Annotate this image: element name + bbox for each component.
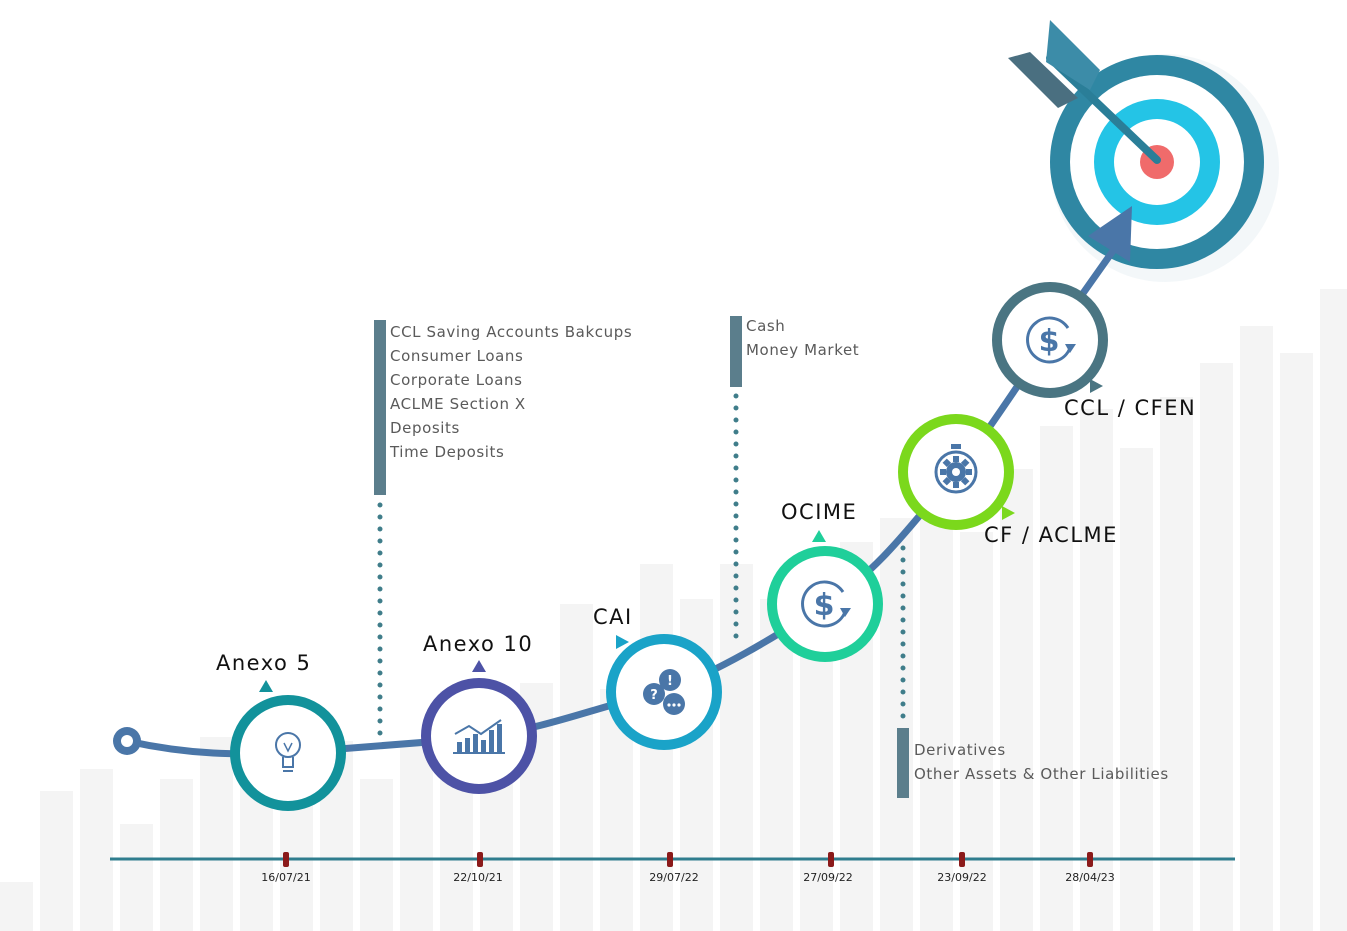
background-bar xyxy=(120,824,153,931)
note-item: Deposits xyxy=(390,419,460,437)
milestone-nodes: !? $ $ xyxy=(230,282,1108,811)
dollar-cycle-icon: $ xyxy=(801,580,851,628)
background-bar xyxy=(80,769,113,931)
milestone-ring xyxy=(992,282,1108,398)
background-bar xyxy=(400,741,433,931)
milestone-ring xyxy=(230,695,346,811)
date-label: 28/04/23 xyxy=(1065,871,1115,884)
lightbulb-icon xyxy=(275,732,301,772)
svg-text:?: ? xyxy=(650,688,658,703)
note-item: ACLME Section X xyxy=(390,395,526,413)
date-label: 29/07/22 xyxy=(649,871,699,884)
label-pointer xyxy=(1002,506,1015,520)
dotted-connectors xyxy=(377,393,906,745)
axis-tick xyxy=(667,852,673,867)
background-bar xyxy=(960,532,993,931)
svg-text:$: $ xyxy=(814,588,835,623)
background-bar xyxy=(1200,363,1233,931)
date-label: 23/09/22 xyxy=(937,871,987,884)
axis-tick xyxy=(283,852,289,867)
path-arrowhead xyxy=(1088,206,1132,262)
note-item: Other Assets & Other Liabilities xyxy=(914,765,1169,783)
background-bar xyxy=(1240,326,1273,931)
milestone-label-ocime: OCIME xyxy=(781,500,858,524)
background-bar xyxy=(1320,289,1347,931)
background-bar xyxy=(200,737,233,931)
note-item: Cash xyxy=(746,317,786,335)
label-pointer xyxy=(1090,379,1103,393)
milestone-label-cai: CAI xyxy=(593,605,633,629)
chat-bubbles-icon: !? xyxy=(643,669,685,715)
bar-chart-icon xyxy=(453,719,505,754)
note-item: CCL Saving Accounts Bakcups xyxy=(390,323,633,341)
date-label: 16/07/21 xyxy=(261,871,311,884)
background-bar xyxy=(1080,409,1113,931)
note-item: Time Deposits xyxy=(390,443,505,461)
note-item: Money Market xyxy=(746,341,860,359)
background-bar xyxy=(760,599,793,931)
label-pointer xyxy=(259,680,273,692)
svg-text:$: $ xyxy=(1039,324,1060,359)
background-bar xyxy=(360,779,393,931)
dollar-cycle-icon: $ xyxy=(1026,316,1076,364)
background-bar xyxy=(920,478,953,931)
svg-text:!: ! xyxy=(667,674,673,689)
label-pointer xyxy=(472,660,486,672)
date-label: 27/09/22 xyxy=(803,871,853,884)
milestone-label-anexo-5: Anexo 5 xyxy=(216,651,312,675)
start-node xyxy=(113,727,141,755)
axis-tick xyxy=(477,852,483,867)
background-bar xyxy=(1280,353,1313,931)
note-item: Consumer Loans xyxy=(390,347,524,365)
milestone-node xyxy=(992,282,1108,398)
milestone-label-cf-aclme: CF / ACLME xyxy=(984,523,1118,547)
milestone-node xyxy=(230,695,346,811)
note-group-derivatives: Derivatives Other Assets & Other Liabili… xyxy=(914,738,1169,786)
note-item: Corporate Loans xyxy=(390,371,523,389)
background-bar xyxy=(1120,448,1153,931)
note-bars xyxy=(374,316,909,798)
gear-stopwatch-icon xyxy=(934,444,978,494)
background-bar xyxy=(40,791,73,931)
background-bar xyxy=(1160,397,1193,931)
milestone-label-anexo-10: Anexo 10 xyxy=(423,632,534,656)
axis-ticks xyxy=(283,852,1093,867)
arrow-in-target-icon xyxy=(1008,20,1161,164)
axis-tick xyxy=(828,852,834,867)
background-bar xyxy=(0,882,33,931)
axis-tick xyxy=(1087,852,1093,867)
milestone-ring xyxy=(767,546,883,662)
note-item: Derivatives xyxy=(914,741,1006,759)
note-group-cash: Cash Money Market xyxy=(746,314,859,362)
note-group-loans: CCL Saving Accounts Bakcups Consumer Loa… xyxy=(390,320,632,464)
milestone-node xyxy=(767,546,883,662)
background-bar xyxy=(160,779,193,931)
background-bar xyxy=(560,604,593,931)
milestone-node xyxy=(421,678,537,794)
background-bar xyxy=(720,564,753,931)
date-label: 22/10/21 xyxy=(453,871,503,884)
milestone-ring xyxy=(421,678,537,794)
background-bar xyxy=(1000,469,1033,931)
background-bar xyxy=(1040,426,1073,931)
milestone-label-ccl-cfen: CCL / CFEN xyxy=(1064,396,1197,420)
axis-tick xyxy=(959,852,965,867)
background-bars xyxy=(0,289,1347,931)
background-bar xyxy=(880,518,913,931)
label-pointer xyxy=(812,530,826,542)
label-pointer xyxy=(616,635,629,649)
